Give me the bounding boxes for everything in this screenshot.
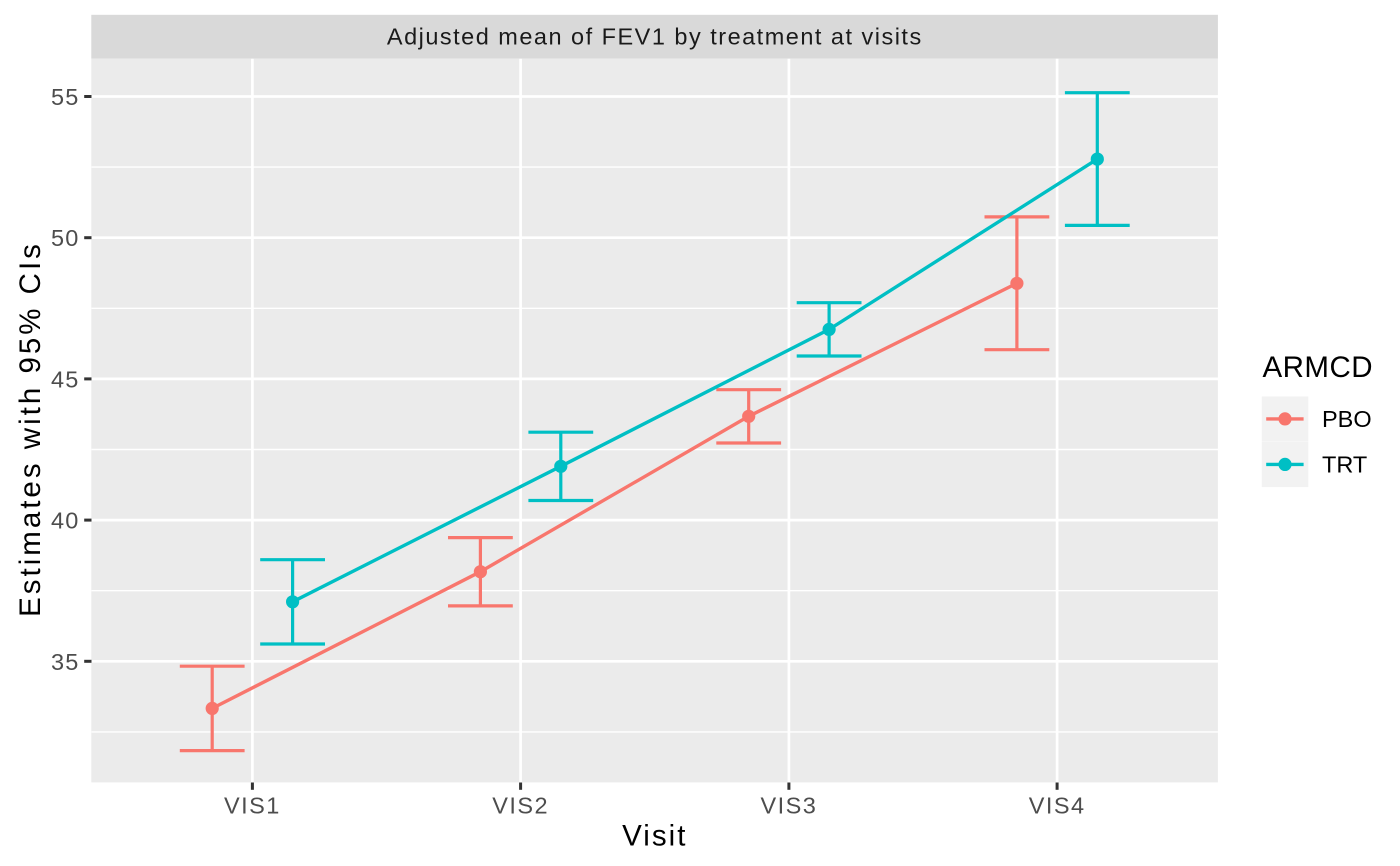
svg-text:50: 50 — [51, 225, 80, 251]
svg-text:Estimates with 95% CIs: Estimates with 95% CIs — [14, 241, 47, 617]
svg-text:35: 35 — [51, 649, 80, 675]
svg-text:PBO: PBO — [1322, 406, 1372, 432]
svg-text:VIS4: VIS4 — [1029, 793, 1086, 819]
svg-text:TRT: TRT — [1322, 451, 1367, 477]
svg-text:Visit: Visit — [622, 820, 687, 853]
svg-text:VIS3: VIS3 — [761, 793, 818, 819]
svg-text:ARMCD: ARMCD — [1263, 351, 1374, 384]
svg-text:40: 40 — [51, 508, 80, 534]
svg-text:55: 55 — [51, 84, 80, 110]
svg-text:Adjusted mean of FEV1 by treat: Adjusted mean of FEV1 by treatment at vi… — [387, 24, 923, 50]
svg-text:VIS2: VIS2 — [492, 793, 549, 819]
svg-text:VIS1: VIS1 — [224, 793, 281, 819]
svg-text:45: 45 — [51, 366, 80, 392]
